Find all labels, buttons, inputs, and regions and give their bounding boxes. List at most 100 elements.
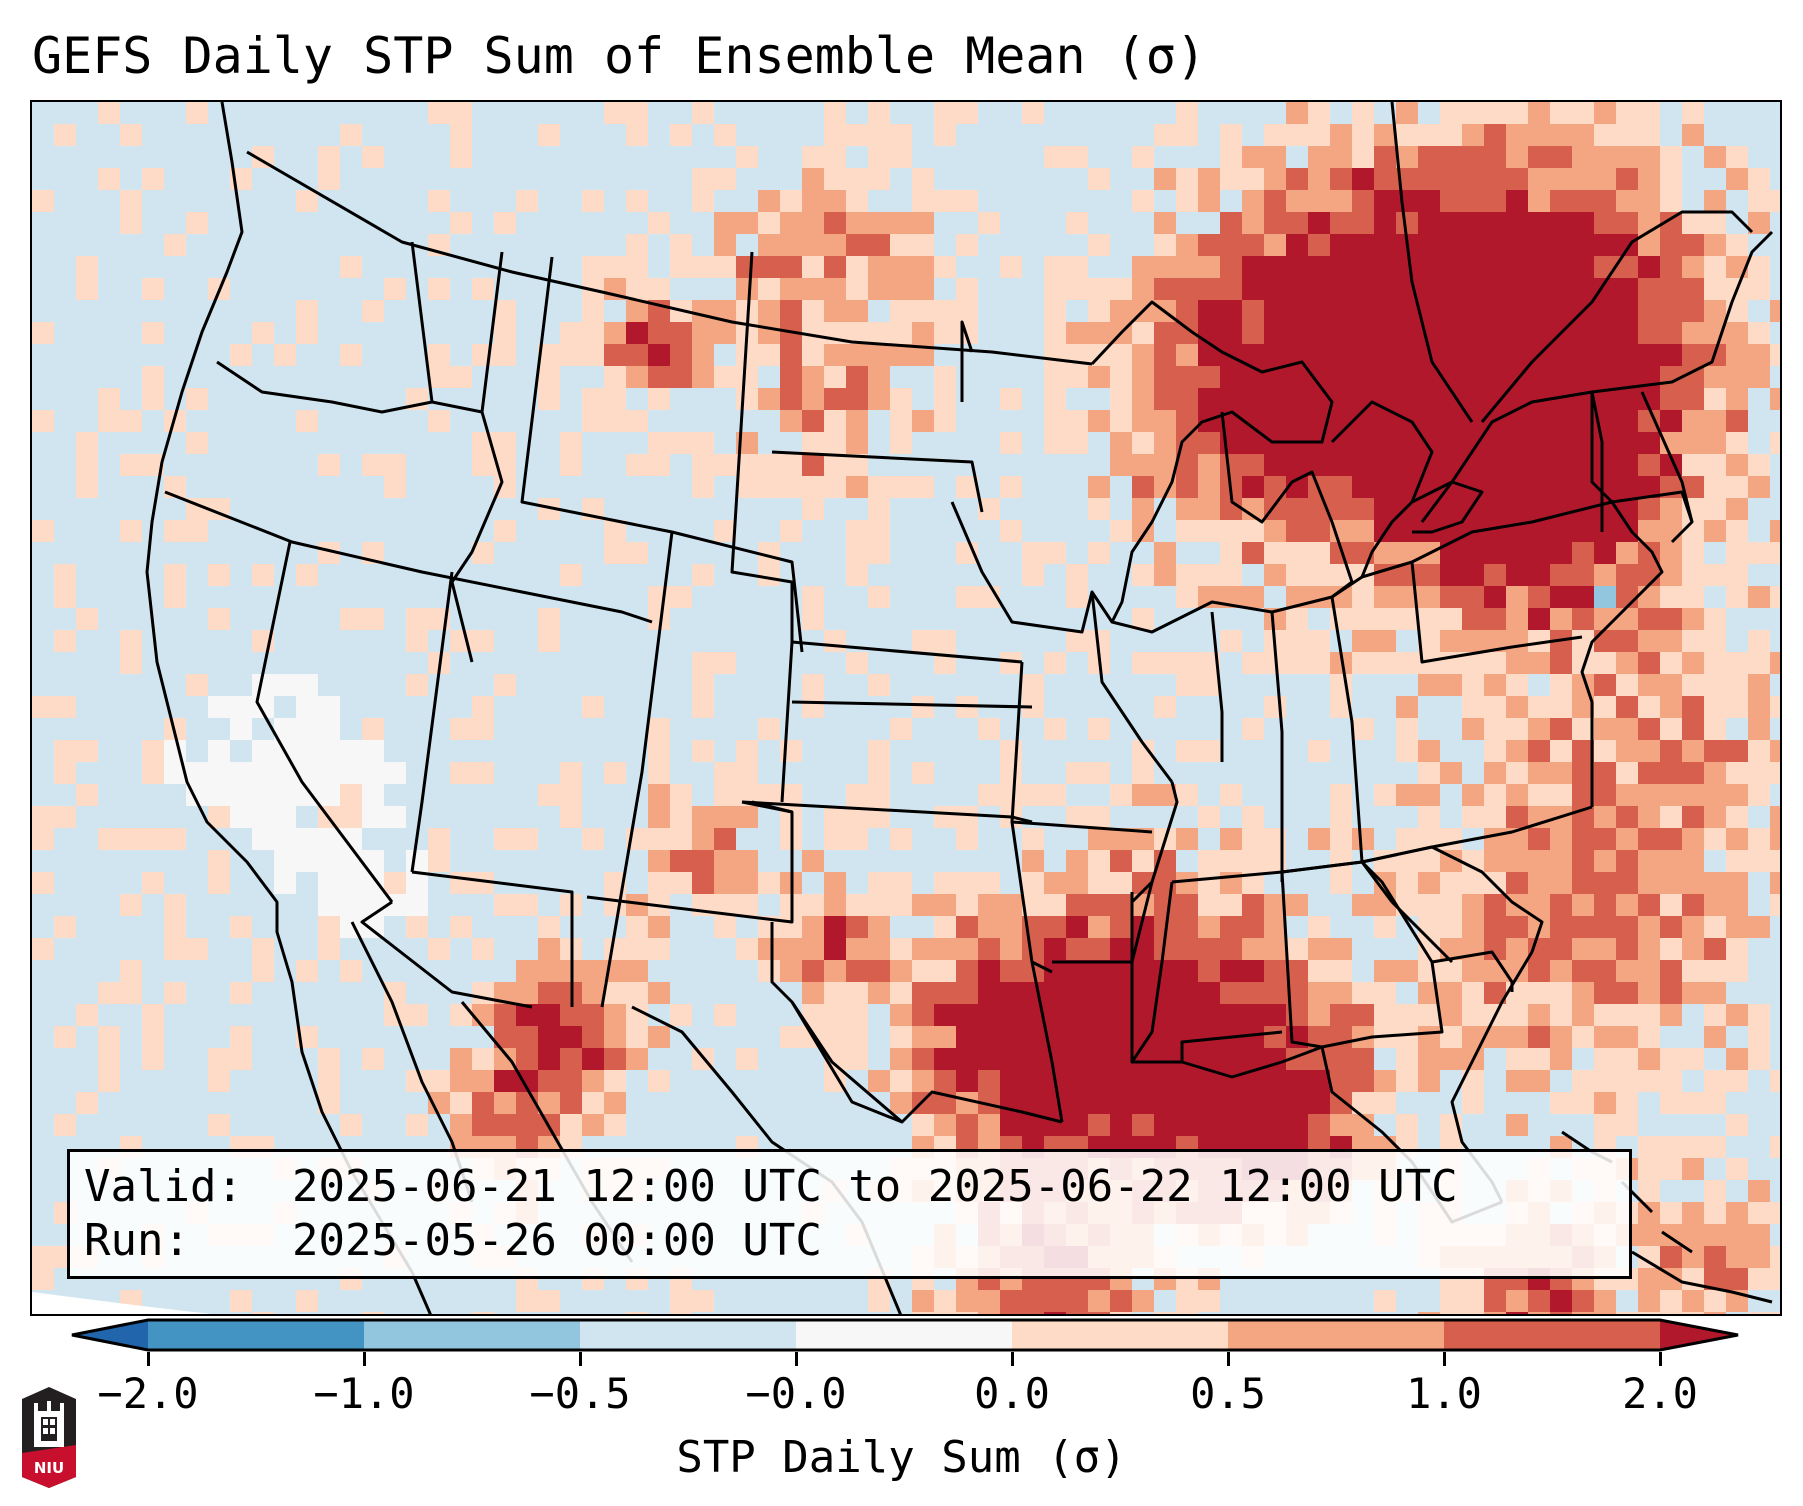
stp-grid-cell [406,674,428,696]
stp-grid-cell [1022,1092,1044,1114]
border-canada-west [246,150,1093,366]
stp-grid-cell [1682,784,1704,806]
stp-grid-cell [1462,1070,1484,1092]
stp-grid-cell [956,1070,978,1092]
stp-grid-cell [626,938,648,960]
stp-grid-cell [714,454,736,476]
stp-grid-cell [1308,344,1330,366]
stp-grid-cell [1682,696,1704,718]
stp-grid-cell [1462,542,1484,564]
stp-grid-cell [1638,454,1660,476]
stp-grid-cell [1418,278,1440,300]
stp-grid-cell [406,608,428,630]
stp-grid-cell [978,1048,1000,1070]
stp-grid-cell [1044,542,1066,564]
stp-grid-cell [1770,586,1780,608]
stp-grid-cell [142,388,164,410]
stp-grid-cell [1572,124,1594,146]
stp-grid-cell [1154,1092,1176,1114]
stp-grid-cell [1220,1092,1242,1114]
border-wa-or [216,360,483,414]
stp-grid-cell [978,960,1000,982]
stp-grid-cell [934,190,956,212]
stp-grid-cell [846,168,868,190]
stp-grid-cell [648,828,670,850]
stp-grid-cell [1528,410,1550,432]
stp-grid-cell [1550,388,1572,410]
stp-grid-cell [1440,322,1462,344]
stp-grid-cell [1132,146,1154,168]
stp-grid-cell [824,630,846,652]
stp-grid-cell [1638,850,1660,872]
stp-grid-cell [978,982,1000,1004]
stp-grid-cell [1748,784,1770,806]
stp-grid-cell [1440,630,1462,652]
stp-grid-cell [1594,322,1616,344]
stp-grid-cell [1176,1312,1198,1314]
stp-grid-cell [1484,938,1506,960]
stp-grid-cell [582,344,604,366]
stp-grid-cell [1308,630,1330,652]
stp-grid-cell [1066,1092,1088,1114]
stp-grid-cell [1286,366,1308,388]
stp-grid-cell [1022,542,1044,564]
stp-grid-cell [1176,256,1198,278]
stp-grid-cell [1440,234,1462,256]
stp-grid-cell [1396,872,1418,894]
stp-grid-cell [714,1004,736,1026]
stp-grid-cell [1066,872,1088,894]
stp-grid-cell [1044,718,1066,740]
stp-grid-cell [1088,1092,1110,1114]
stp-grid-cell [1726,586,1748,608]
stp-grid-cell [1770,652,1780,674]
stp-grid-cell [472,1048,494,1070]
logo-text: NIU [34,1459,64,1477]
stp-grid-cell [1440,542,1462,564]
stp-grid-cell [1770,872,1780,894]
stp-grid-cell [1748,652,1770,674]
stp-grid-cell [538,1070,560,1092]
stp-grid-cell [450,124,472,146]
stp-grid-cell [1154,278,1176,300]
stp-grid-cell [824,806,846,828]
border-segment [360,900,533,1009]
stp-grid-cell [912,894,934,916]
stp-grid-cell [1660,212,1682,234]
stp-grid-cell [1484,1312,1506,1314]
stp-grid-cell [1660,322,1682,344]
stp-grid-cell [1264,498,1286,520]
stp-grid-cell [604,322,626,344]
stp-grid-cell [1682,388,1704,410]
stp-grid-cell [758,476,780,498]
stp-grid-cell [54,1026,76,1048]
stp-grid-cell [802,674,824,696]
stp-grid-cell [1660,586,1682,608]
stp-grid-cell [1660,872,1682,894]
stp-grid-cell [1132,388,1154,410]
stp-grid-cell [1462,344,1484,366]
stp-grid-cell [516,1048,538,1070]
stp-grid-cell [1594,190,1616,212]
stp-grid-cell [1066,894,1088,916]
stp-grid-cell [318,542,340,564]
stp-grid-cell [1528,850,1550,872]
stp-grid-cell [1088,322,1110,344]
stp-grid-cell [1066,806,1088,828]
stp-grid-cell [912,938,934,960]
stp-grid-cell [1528,212,1550,234]
stp-grid-cell [98,982,120,1004]
stp-grid-cell [1616,212,1638,234]
coastline-segment [1330,400,1434,578]
stp-grid-cell [516,1114,538,1136]
stp-grid-cell [32,322,54,344]
stp-grid-cell [1396,520,1418,542]
stp-grid-cell [692,322,714,344]
stp-grid-cell [1000,982,1022,1004]
stp-grid-cell [494,1114,516,1136]
stp-grid-cell [1638,190,1660,212]
stp-grid-cell [1044,256,1066,278]
stp-grid-cell [428,278,450,300]
stp-grid-cell [164,564,186,586]
stp-grid-cell [604,410,626,432]
stp-grid-cell [1704,916,1726,938]
